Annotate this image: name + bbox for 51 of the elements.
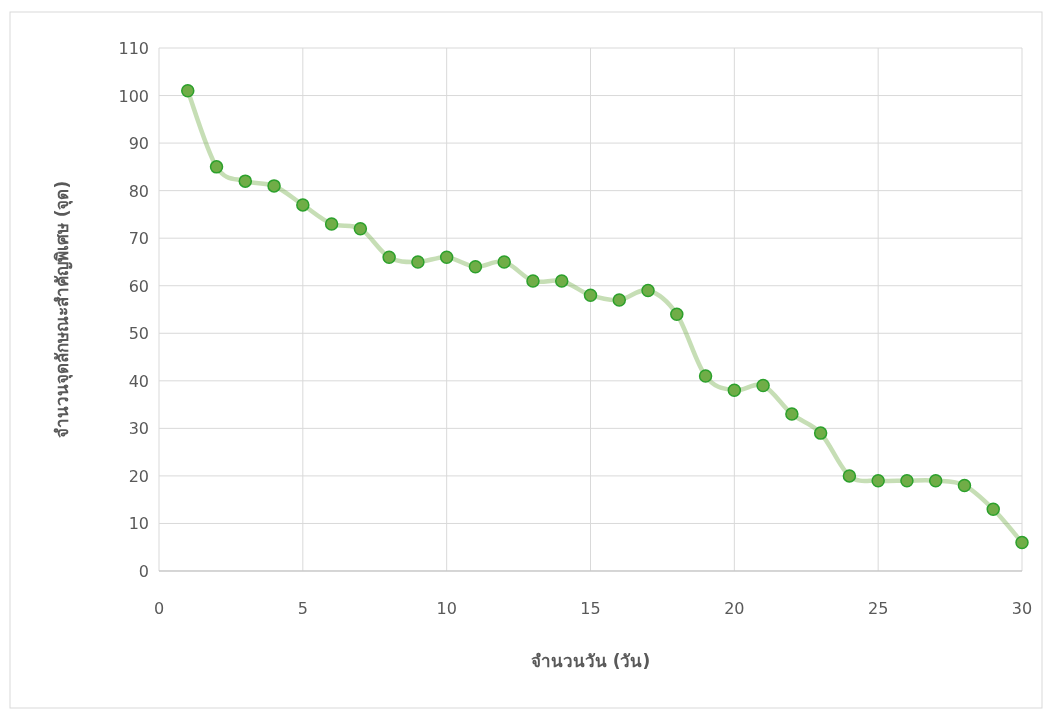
point bbox=[497, 255, 511, 269]
y-tick-label: 100 bbox=[118, 86, 149, 106]
point bbox=[785, 407, 799, 421]
point bbox=[382, 250, 396, 264]
point bbox=[324, 217, 339, 231]
x-tick-label: 15 bbox=[580, 599, 601, 618]
y-tick-label: 80 bbox=[128, 181, 149, 201]
y-tick-label: 70 bbox=[128, 229, 149, 249]
point bbox=[813, 426, 828, 440]
point bbox=[439, 250, 454, 264]
point bbox=[756, 378, 770, 393]
point bbox=[957, 478, 972, 493]
point bbox=[727, 383, 742, 398]
point bbox=[871, 473, 885, 488]
x-axis-title: จำนวนวัน (วัน) bbox=[530, 651, 651, 671]
y-tick-label: 110 bbox=[118, 39, 149, 58]
point bbox=[468, 259, 483, 274]
x-tick-label: 30 bbox=[1011, 599, 1033, 618]
point bbox=[411, 255, 425, 269]
point bbox=[612, 293, 627, 307]
point bbox=[296, 198, 310, 212]
x-tick-label: 20 bbox=[724, 599, 745, 618]
point bbox=[583, 288, 598, 302]
y-tick-label: 90 bbox=[128, 134, 149, 154]
y-tick-label: 30 bbox=[128, 419, 149, 439]
point bbox=[928, 473, 943, 488]
x-tick-label: 5 bbox=[297, 599, 308, 618]
y-tick-label: 20 bbox=[128, 466, 149, 486]
point bbox=[209, 160, 224, 174]
y-tick-label: 0 bbox=[138, 562, 149, 581]
point bbox=[267, 179, 281, 193]
x-tick-label: 0 bbox=[153, 599, 165, 618]
point bbox=[698, 369, 713, 383]
y-tick-label: 10 bbox=[128, 514, 149, 534]
point bbox=[238, 174, 253, 188]
point bbox=[554, 274, 569, 288]
point bbox=[900, 473, 914, 488]
point bbox=[526, 274, 540, 288]
point bbox=[842, 469, 857, 483]
point bbox=[986, 502, 1000, 516]
y-axis-title: จำนวนจุดลักษณะสำคัญพิเศษ (จุด) bbox=[52, 180, 73, 439]
y-tick-label: 40 bbox=[128, 371, 149, 391]
point bbox=[181, 84, 195, 98]
x-tick-label: 25 bbox=[867, 599, 889, 618]
point bbox=[1015, 535, 1029, 550]
y-tick-label: 50 bbox=[128, 324, 149, 344]
point bbox=[353, 221, 368, 236]
point bbox=[670, 307, 684, 322]
point bbox=[641, 283, 655, 298]
x-tick-label: 10 bbox=[436, 599, 457, 618]
y-tick-label: 60 bbox=[128, 276, 149, 296]
